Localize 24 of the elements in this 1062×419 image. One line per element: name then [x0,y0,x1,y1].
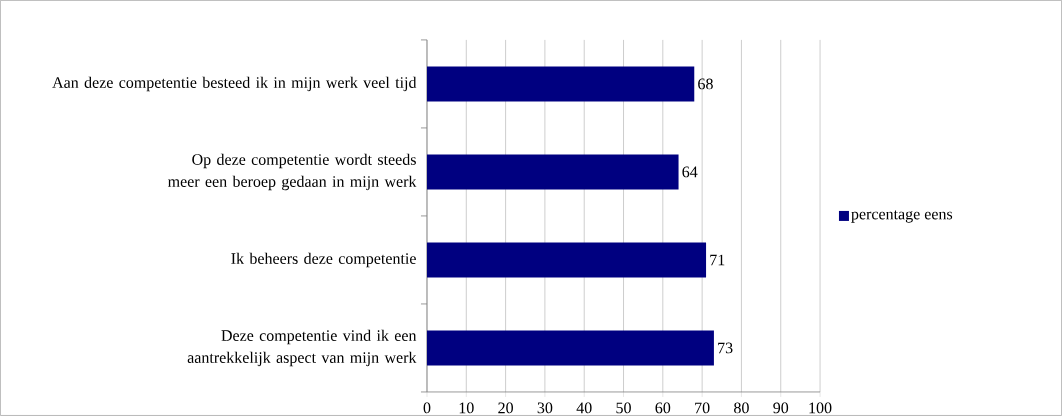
bar [426,330,714,366]
x-tick-label: 80 [734,402,749,414]
x-tick-label: 100 [809,402,832,414]
x-tick-label: 90 [773,402,789,414]
x-tick-label: 50 [616,402,631,414]
y-tick-label: Aan deze competentie besteed ik in mijn werk veel tijd [52,76,417,92]
bar [426,66,695,102]
data-label: 64 [682,166,698,178]
y-tick-label: Ik beheers deze competentie [231,252,416,268]
data-label: 68 [698,78,713,90]
x-tick-label: 30 [537,402,553,414]
x-tick-label: 40 [576,402,592,414]
x-tick-label: 0 [423,402,431,414]
y-tick-label: Deze competentie vind ik een aantrekkelijk aspect van mijn werk [187,329,417,367]
data-label: 73 [718,342,733,354]
bar [426,242,707,278]
bar [426,154,679,190]
x-tick-label: 20 [498,402,513,414]
data-label: 71 [710,254,725,266]
y-tick-label: Op deze competentie wordt steeds meer een beroep gedaan in mijn werk [167,153,417,191]
x-tick-label: 10 [459,402,474,414]
x-tick-label: 70 [695,402,710,414]
x-tick-label: 60 [655,402,671,414]
legend-label: percentage eens [851,210,953,223]
